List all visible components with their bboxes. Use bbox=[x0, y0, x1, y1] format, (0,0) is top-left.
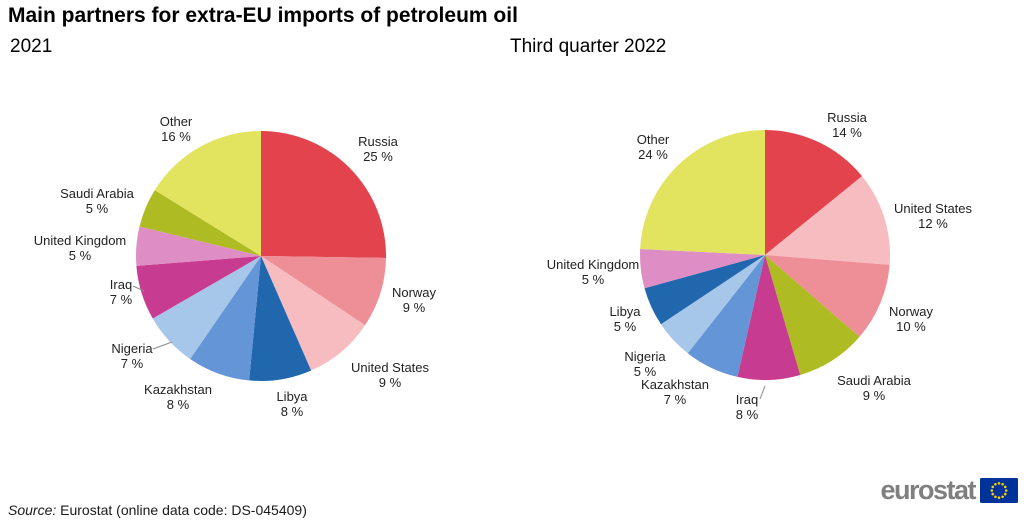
pie-slice-kazakhstan bbox=[190, 256, 261, 381]
pie-label-saudi-arabia: Saudi Arabia 5 % bbox=[60, 186, 134, 216]
pie-label-russia: Russia 25 % bbox=[358, 134, 399, 164]
eu-flag-star bbox=[997, 482, 1001, 485]
label-leader-line bbox=[152, 341, 173, 350]
eu-flag-star bbox=[994, 495, 997, 499]
eu-flag-star bbox=[1001, 482, 1004, 486]
pie-slice-saudi-arabia bbox=[765, 255, 860, 375]
pie-label-nigeria: Nigeria 5 % bbox=[624, 349, 666, 379]
eu-flag-star bbox=[994, 482, 997, 486]
label-leader-line bbox=[759, 385, 766, 400]
pie-label-norway: Norway 9 % bbox=[392, 285, 437, 315]
source-note: Source: Eurostat (online data code: DS-0… bbox=[8, 502, 307, 518]
pie-slice-united-states bbox=[765, 176, 891, 265]
source-label: Source: bbox=[8, 502, 57, 518]
pie-slice-united-kingdom bbox=[639, 249, 765, 289]
pie-third-quarter-2022: Russia 14 % United States 12 % Norway 10 % Sau… bbox=[547, 110, 973, 422]
pie-label-united-states: United States 12 % bbox=[894, 201, 973, 231]
pie-slice-norway bbox=[765, 255, 890, 337]
eurostat-logo-text: eurostat bbox=[880, 475, 976, 505]
pie-label-united-kingdom: United Kingdom 5 % bbox=[34, 233, 127, 263]
pie-slice-iraq bbox=[136, 256, 261, 319]
pie-slice-nigeria bbox=[660, 255, 765, 354]
pie-slice-united-kingdom bbox=[135, 226, 261, 266]
eu-flag-star bbox=[1003, 492, 1007, 496]
pie-slice-saudi-arabia bbox=[139, 190, 261, 256]
subtitle-third-quarter-2022: Third quarter 2022 bbox=[510, 36, 667, 57]
eu-flag-star bbox=[1001, 495, 1004, 499]
pie-label-united-kingdom: United Kingdom 5 % bbox=[547, 257, 640, 287]
pie-label-nigeria: Nigeria 7 % bbox=[111, 341, 153, 371]
eu-flag-star bbox=[1004, 489, 1008, 492]
eu-flag-star bbox=[990, 489, 994, 492]
pie-slice-nigeria bbox=[152, 256, 261, 359]
pie-label-kazakhstan: Kazakhstan 7 % bbox=[641, 377, 709, 407]
pie-slice-libya bbox=[249, 256, 312, 381]
eu-flag-icon bbox=[980, 478, 1018, 503]
pie-slice-other bbox=[154, 130, 261, 256]
eu-flag-star bbox=[991, 485, 995, 489]
pie-slice-russia bbox=[765, 130, 863, 255]
label-leader-line bbox=[132, 285, 145, 292]
pie-label-other: Other 24 % bbox=[637, 132, 670, 162]
pie-slice-kazakhstan bbox=[687, 255, 765, 377]
eu-flag-star bbox=[991, 492, 995, 496]
pie-slice-united-states bbox=[261, 256, 366, 371]
pie-slice-russia bbox=[261, 131, 386, 258]
pie-label-norway: Norway 10 % bbox=[889, 304, 934, 334]
pie-label-libya: Libya 5 % bbox=[609, 304, 641, 334]
eu-flag-star bbox=[997, 496, 1001, 499]
pie-label-iraq: Iraq 7 % bbox=[110, 277, 133, 307]
pie-slice-norway bbox=[261, 256, 386, 326]
pie-slice-iraq bbox=[737, 255, 801, 381]
pie-label-libya: Libya 8 % bbox=[276, 389, 308, 419]
source-text: Eurostat (online data code: DS-045409) bbox=[60, 502, 307, 518]
pie-label-iraq: Iraq 8 % bbox=[736, 392, 759, 422]
chart-title: Main partners for extra-EU imports of pe… bbox=[8, 4, 518, 27]
eu-flag-star bbox=[1003, 485, 1007, 489]
pie-slice-libya bbox=[644, 255, 765, 325]
pie-label-saudi-arabia: Saudi Arabia 9 % bbox=[837, 373, 911, 403]
subtitle-2021: 2021 bbox=[10, 36, 53, 57]
pie-label-united-states: United States 9 % bbox=[351, 360, 430, 390]
pie-label-russia: Russia 14 % bbox=[827, 110, 868, 140]
pie-label-other: Other 16 % bbox=[160, 114, 193, 144]
pie-2021: Russia 25 % Norway 9 % United States 9 % Libya… bbox=[34, 114, 437, 419]
pie-label-kazakhstan: Kazakhstan 8 % bbox=[144, 382, 212, 412]
pie-slice-other bbox=[640, 130, 765, 255]
eurostat-logo: eurostat bbox=[880, 477, 1018, 504]
